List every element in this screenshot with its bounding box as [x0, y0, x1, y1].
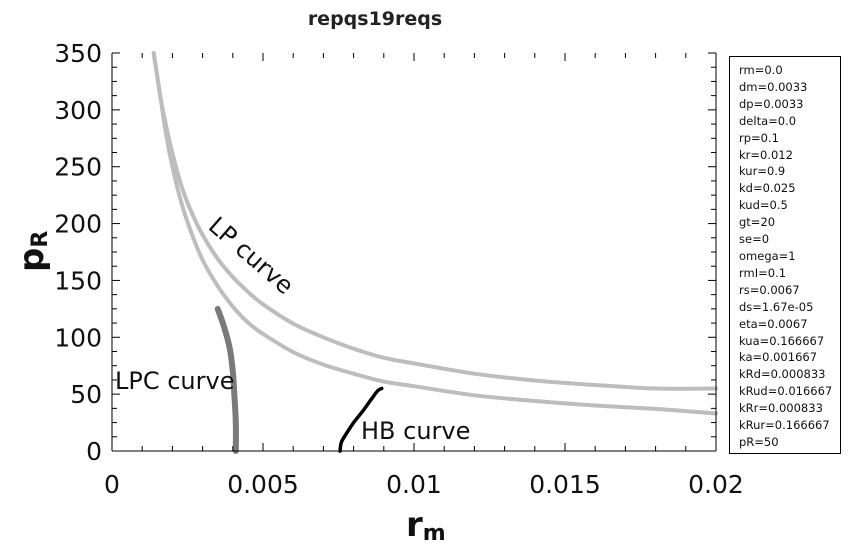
- tick-labels: 0 0.005 0.01 0.015 0.02 0 50 100 150 200 250 300 350: [54, 39, 744, 499]
- y-tick-label: 300: [54, 96, 102, 125]
- y-tick-label: 350: [54, 39, 102, 68]
- series-line-lpc-curve: [214, 305, 239, 454]
- y-tick-label: 100: [54, 323, 102, 352]
- parameter-entry: kr=0.012: [739, 147, 793, 162]
- parameter-entry: dp=0.0033: [739, 96, 804, 111]
- annotation-lpc-curve: LPC curve: [115, 367, 234, 395]
- y-tick-label: 150: [54, 266, 102, 295]
- series-layer: [151, 51, 718, 454]
- parameter-entry: ds=1.67e-05: [739, 299, 814, 314]
- parameter-entry: gt=20: [739, 215, 776, 230]
- y-tick-label: 250: [54, 153, 102, 182]
- annotation-hb-curve: HB curve: [361, 417, 470, 445]
- y-tick-label: 0: [86, 437, 102, 466]
- x-tick-label: 0.015: [529, 470, 601, 499]
- x-tick-label: 0.02: [688, 470, 744, 499]
- parameter-entry: rp=0.1: [739, 130, 779, 145]
- parameter-entry: kRd=0.000833: [739, 367, 826, 382]
- chart-title: repqs19reqs: [308, 8, 442, 30]
- x-tick-label: 0.01: [386, 470, 442, 499]
- parameter-entry: eta=0.0067: [739, 316, 808, 331]
- parameter-legend: rm=0.0 dm=0.0033 dp=0.0033 delta=0.0 rp=0.1 k…: [729, 56, 841, 454]
- parameter-entry: ka=0.001667: [739, 350, 818, 365]
- y-axis-label-main: p: [12, 248, 52, 272]
- parameter-entry: kRr=0.000833: [739, 401, 823, 416]
- y-axis-label: pR: [12, 231, 53, 272]
- x-axis-label: rm: [406, 505, 446, 546]
- series-line-hb-curve: [338, 386, 384, 453]
- parameter-entry: rs=0.0067: [739, 282, 800, 297]
- parameter-entry: dm=0.0033: [739, 79, 808, 94]
- parameter-entry: kua=0.166667: [739, 333, 825, 348]
- parameter-entry: omega=1: [739, 248, 796, 263]
- ticks: [111, 52, 717, 452]
- parameter-entry: kur=0.9: [739, 164, 786, 179]
- x-axis-label-main: r: [406, 505, 423, 545]
- y-tick-label: 50: [70, 380, 102, 409]
- parameter-entry: kRud=0.016667: [739, 384, 833, 399]
- y-axis-label-sub: R: [28, 231, 53, 248]
- x-tick-label: 0.005: [227, 470, 299, 499]
- x-tick-label: 0: [104, 470, 120, 499]
- series-line-lp-curve: [151, 51, 718, 391]
- parameter-entry: rmI=0.1: [739, 265, 787, 280]
- parameter-entry: kRur=0.166667: [739, 418, 830, 433]
- series-line-lower-branch: [151, 51, 718, 416]
- x-axis-label-sub: m: [423, 521, 446, 546]
- parameter-entry: kud=0.5: [739, 198, 788, 213]
- parameter-entry: pR=50: [739, 434, 779, 449]
- parameter-entry: delta=0.0: [739, 113, 797, 128]
- parameter-entry: rm=0.0: [739, 63, 783, 77]
- parameter-entry: kd=0.025: [739, 181, 796, 196]
- y-tick-label: 200: [54, 210, 102, 239]
- parameter-entry: se=0: [739, 232, 770, 247]
